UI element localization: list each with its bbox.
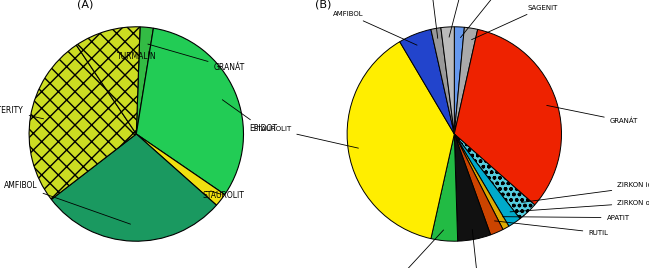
- Text: (B): (B): [315, 0, 332, 9]
- Wedge shape: [136, 28, 243, 195]
- Text: GRANÁT: GRANÁT: [148, 44, 245, 72]
- Text: AMFIBOL: AMFIBOL: [332, 11, 417, 45]
- Text: STAUROLIT: STAUROLIT: [202, 191, 245, 200]
- Text: SILIMANIT: SILIMANIT: [449, 0, 484, 37]
- Wedge shape: [454, 27, 465, 134]
- Text: TURMALÍN: TURMALÍN: [114, 47, 156, 61]
- Wedge shape: [51, 134, 217, 241]
- Text: KYANIT: KYANIT: [419, 0, 443, 38]
- Wedge shape: [454, 134, 503, 235]
- Text: TURMALÍN: TURMALÍN: [460, 229, 496, 268]
- Wedge shape: [29, 45, 136, 199]
- Text: EPIDOT: EPIDOT: [386, 230, 443, 268]
- Text: EPIDOT: EPIDOT: [223, 100, 277, 133]
- Wedge shape: [441, 27, 454, 134]
- Wedge shape: [77, 27, 140, 134]
- Text: ZIRKON oválný: ZIRKON oválný: [510, 199, 649, 212]
- Wedge shape: [136, 134, 225, 205]
- Text: GLAUKOFAN?: GLAUKOFAN?: [461, 0, 522, 38]
- Wedge shape: [400, 29, 454, 134]
- Text: STAUROLIT: STAUROLIT: [253, 126, 358, 148]
- Wedge shape: [454, 134, 535, 219]
- Text: GRANÁT: GRANÁT: [546, 105, 638, 124]
- Wedge shape: [454, 134, 491, 241]
- Text: RUTIL: RUTIL: [495, 221, 608, 236]
- Text: APATIT: APATIT: [502, 215, 630, 221]
- Wedge shape: [454, 27, 478, 134]
- Wedge shape: [454, 134, 509, 229]
- Wedge shape: [431, 28, 454, 134]
- Wedge shape: [431, 134, 458, 241]
- Text: ZIRKON idiomorfní: ZIRKON idiomorfní: [522, 183, 649, 202]
- Wedge shape: [454, 134, 520, 226]
- Text: SAGENIT: SAGENIT: [472, 5, 557, 40]
- Text: (A): (A): [77, 0, 93, 9]
- Wedge shape: [347, 42, 454, 239]
- Text: ALTERITY: ALTERITY: [0, 106, 43, 119]
- Wedge shape: [454, 29, 561, 205]
- Text: AMFIBOL: AMFIBOL: [4, 181, 130, 224]
- Wedge shape: [136, 27, 153, 134]
